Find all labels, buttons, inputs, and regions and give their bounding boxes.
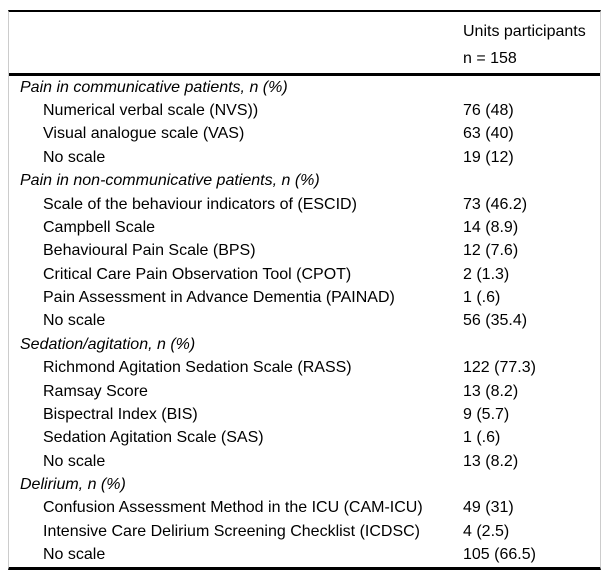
row-value: 12 (7.6)	[463, 242, 519, 260]
row-value: 76 (48)	[463, 102, 514, 120]
row-label: Intensive Care Delirium Screening Checkl…	[43, 522, 421, 540]
row-label: Bispectral Index (BIS)	[43, 405, 198, 423]
row-value: 73 (46.2)	[463, 195, 528, 213]
row-label: Campbell Scale	[43, 218, 156, 236]
row-label: Confusion Assessment Method in the ICU (…	[43, 499, 423, 517]
row-value: 2 (1.3)	[463, 265, 510, 283]
row-label: Numerical verbal scale (NVS))	[43, 102, 259, 120]
row-value: 56 (35.4)	[463, 312, 528, 330]
table-row: No scale 56 (35.4)	[9, 310, 600, 333]
row-label: Visual analogue scale (VAS)	[43, 125, 245, 143]
row-label: Pain Assessment in Advance Dementia (PAI…	[43, 289, 395, 307]
units-participants-column-header: Units participants n = 158	[463, 18, 586, 72]
header-units-participants: Units participants	[463, 23, 586, 40]
table-row: Campbell Scale 14 (8.9)	[9, 216, 600, 239]
row-label: Sedation Agitation Scale (SAS)	[43, 429, 264, 447]
table-row: No scale 19 (12)	[9, 146, 600, 169]
table-row: No scale 13 (8.2)	[9, 450, 600, 473]
section-row-sedation-agitation: Sedation/agitation, n (%)	[9, 333, 600, 356]
row-value: 1 (.6)	[463, 289, 501, 307]
row-value: 4 (2.5)	[463, 522, 510, 540]
row-label: No scale	[43, 546, 106, 564]
row-value: 13 (8.2)	[463, 382, 519, 400]
section-row-pain-non-communicative: Pain in non-communicative patients, n (%…	[9, 170, 600, 193]
table-row: Intensive Care Delirium Screening Checkl…	[9, 520, 600, 543]
table-row: Behavioural Pain Scale (BPS) 12 (7.6)	[9, 240, 600, 263]
table-row: Bispectral Index (BIS) 9 (5.7)	[9, 403, 600, 426]
row-value: 1 (.6)	[463, 429, 501, 447]
row-value: 63 (40)	[463, 125, 514, 143]
row-label: Scale of the behaviour indicators of (ES…	[43, 195, 357, 213]
table-row: Richmond Agitation Sedation Scale (RASS)…	[9, 357, 600, 380]
table-row: Scale of the behaviour indicators of (ES…	[9, 193, 600, 216]
row-value: 122 (77.3)	[463, 359, 536, 377]
section-title: Pain in communicative patients, n (%)	[20, 78, 288, 96]
row-label: Richmond Agitation Sedation Scale (RASS)	[43, 359, 352, 377]
table-row: Critical Care Pain Observation Tool (CPO…	[9, 263, 600, 286]
row-label: No scale	[43, 452, 106, 470]
section-row-delirium: Delirium, n (%)	[9, 473, 600, 496]
table-row: Confusion Assessment Method in the ICU (…	[9, 497, 600, 520]
row-value: 13 (8.2)	[463, 452, 519, 470]
row-value: 9 (5.7)	[463, 405, 510, 423]
section-row-pain-communicative: Pain in communicative patients, n (%)	[9, 76, 600, 99]
section-title: Delirium, n (%)	[20, 476, 126, 494]
table-row: Ramsay Score 13 (8.2)	[9, 380, 600, 403]
row-value: 14 (8.9)	[463, 218, 519, 236]
section-title: Sedation/agitation, n (%)	[20, 335, 196, 353]
section-title: Pain in non-communicative patients, n (%…	[20, 172, 320, 190]
table-row: Pain Assessment in Advance Dementia (PAI…	[9, 286, 600, 309]
table-body: Pain in communicative patients, n (%) Nu…	[9, 76, 600, 567]
row-value: 105 (66.5)	[463, 546, 536, 564]
participants-scales-table: Units participants n = 158 Pain in commu…	[8, 10, 601, 570]
row-value: 19 (12)	[463, 148, 514, 166]
row-label: Behavioural Pain Scale (BPS)	[43, 242, 256, 260]
table-row: Visual analogue scale (VAS) 63 (40)	[9, 123, 600, 146]
table-header: Units participants n = 158	[9, 12, 600, 76]
table-row: No scale 105 (66.5)	[9, 544, 600, 567]
row-label: No scale	[43, 148, 106, 166]
row-label: No scale	[43, 312, 106, 330]
row-label: Critical Care Pain Observation Tool (CPO…	[43, 265, 352, 283]
header-n-total: n = 158	[463, 50, 517, 67]
table-row: Sedation Agitation Scale (SAS) 1 (.6)	[9, 427, 600, 450]
table-row: Numerical verbal scale (NVS)) 76 (48)	[9, 99, 600, 122]
row-label: Ramsay Score	[43, 382, 148, 400]
row-value: 49 (31)	[463, 499, 514, 517]
